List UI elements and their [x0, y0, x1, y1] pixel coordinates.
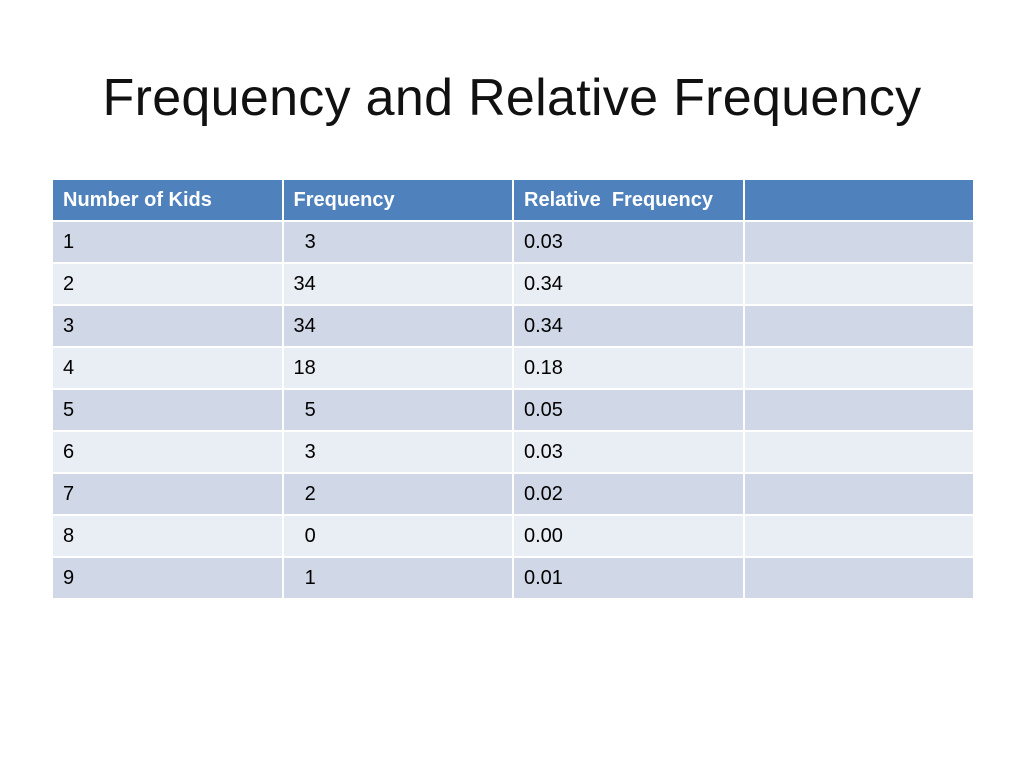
table-row: 1 3 0.03	[51, 220, 975, 264]
cell-empty	[742, 262, 975, 306]
cell-relative-frequency: 0.01	[512, 556, 745, 600]
table-row: 8 0 0.00	[51, 514, 975, 558]
table-row: 9 1 0.01	[51, 556, 975, 600]
cell-frequency: 1	[281, 556, 514, 600]
cell-empty	[742, 304, 975, 348]
cell-number-of-kids: 2	[51, 262, 284, 306]
cell-frequency: 2	[281, 472, 514, 516]
cell-relative-frequency: 0.34	[512, 304, 745, 348]
frequency-table: Number of Kids Frequency Relative Freque…	[51, 178, 975, 600]
table-row: 7 2 0.02	[51, 472, 975, 516]
cell-number-of-kids: 1	[51, 220, 284, 264]
table-header-row: Number of Kids Frequency Relative Freque…	[51, 178, 975, 222]
table-row: 2 34 0.34	[51, 262, 975, 306]
cell-relative-frequency: 0.03	[512, 220, 745, 264]
header-empty	[742, 178, 975, 222]
cell-number-of-kids: 5	[51, 388, 284, 432]
frequency-table-container: Number of Kids Frequency Relative Freque…	[51, 178, 975, 600]
cell-number-of-kids: 6	[51, 430, 284, 474]
cell-number-of-kids: 8	[51, 514, 284, 558]
cell-relative-frequency: 0.02	[512, 472, 745, 516]
cell-relative-frequency: 0.18	[512, 346, 745, 390]
cell-frequency: 34	[281, 262, 514, 306]
cell-frequency: 3	[281, 220, 514, 264]
slide-title: Frequency and Relative Frequency	[102, 69, 922, 127]
cell-frequency: 0	[281, 514, 514, 558]
header-number-of-kids: Number of Kids	[51, 178, 284, 222]
table-row: 5 5 0.05	[51, 388, 975, 432]
cell-empty	[742, 220, 975, 264]
cell-number-of-kids: 9	[51, 556, 284, 600]
cell-relative-frequency: 0.03	[512, 430, 745, 474]
cell-empty	[742, 388, 975, 432]
cell-empty	[742, 514, 975, 558]
header-frequency: Frequency	[281, 178, 514, 222]
cell-relative-frequency: 0.34	[512, 262, 745, 306]
cell-empty	[742, 556, 975, 600]
cell-empty	[742, 472, 975, 516]
table-row: 6 3 0.03	[51, 430, 975, 474]
cell-frequency: 34	[281, 304, 514, 348]
header-relative-frequency: Relative Frequency	[512, 178, 745, 222]
cell-number-of-kids: 4	[51, 346, 284, 390]
cell-relative-frequency: 0.05	[512, 388, 745, 432]
cell-relative-frequency: 0.00	[512, 514, 745, 558]
table-row: 4 18 0.18	[51, 346, 975, 390]
cell-number-of-kids: 7	[51, 472, 284, 516]
table-row: 3 34 0.34	[51, 304, 975, 348]
cell-frequency: 5	[281, 388, 514, 432]
cell-empty	[742, 346, 975, 390]
cell-empty	[742, 430, 975, 474]
cell-number-of-kids: 3	[51, 304, 284, 348]
cell-frequency: 18	[281, 346, 514, 390]
cell-frequency: 3	[281, 430, 514, 474]
